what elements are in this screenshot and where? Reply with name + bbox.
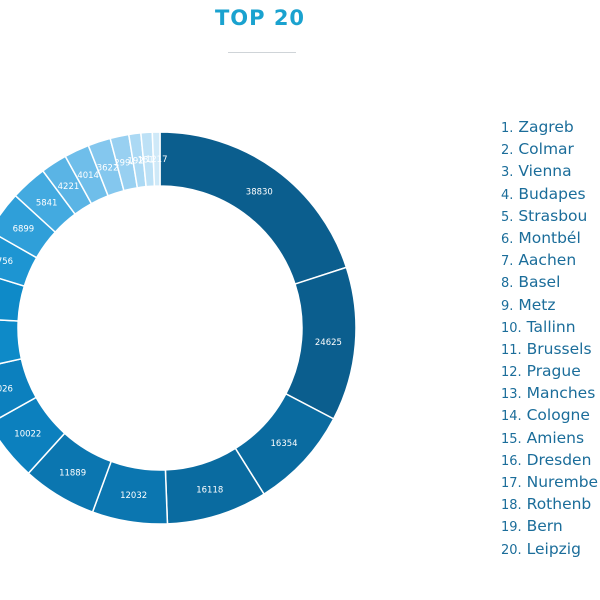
donut-slice: [0, 277, 26, 322]
legend-item-label: Rothenb: [521, 495, 592, 514]
donut-slice: [159, 131, 348, 286]
legend-item-label: Zagreb: [513, 118, 574, 136]
slice-value-label: 4014: [77, 171, 99, 181]
legend-item-label: Leipzig: [521, 539, 581, 558]
slice-value-label: 756: [0, 257, 13, 267]
legend-item: 3. Vienna: [501, 160, 600, 182]
legend-item: 20. Leipzig: [501, 538, 600, 560]
legend-item-label: Montbél: [513, 228, 581, 247]
legend-item-label: Strasbou: [513, 206, 588, 225]
slice-value-label: 24625: [315, 338, 342, 348]
legend-item-label: Bern: [521, 517, 563, 536]
legend-item-number: 18.: [501, 498, 522, 514]
legend: 1. Zagreb 2. Colmar 3. Vienna 4. Budapes 5. …: [501, 116, 600, 560]
legend-item-number: 9.: [501, 298, 514, 314]
legend-item: 4. Budapes: [501, 183, 600, 205]
slice-value-label: 10022: [14, 429, 41, 439]
legend-item: 14. Cologne: [501, 404, 600, 426]
legend-item: 7. Aachen: [501, 249, 600, 271]
legend-item-label: Tallinn: [521, 317, 576, 336]
legend-item: 5. Strasbou: [501, 205, 600, 227]
legend-item-number: 4.: [501, 187, 514, 203]
chart-title: TOP 20: [214, 6, 306, 30]
legend-item: 15. Amiens: [501, 427, 600, 449]
slice-value-label: 2994: [114, 159, 136, 169]
legend-item: 6. Montbél: [501, 227, 600, 249]
legend-item: 18. Rothenb: [501, 493, 600, 515]
legend-item-number: 20.: [501, 542, 522, 558]
slice-value-label: 3622: [97, 163, 119, 173]
legend-item: 8. Basel: [501, 271, 600, 293]
legend-item: 10. Tallinn: [501, 316, 600, 338]
legend-item-label: Dresden: [521, 450, 592, 469]
legend-item-number: 17.: [501, 476, 522, 491]
legend-item-label: Basel: [513, 273, 561, 292]
legend-item-number: 5.: [501, 209, 514, 225]
legend-item-number: 1.: [501, 121, 514, 136]
donut-slice: [151, 131, 161, 187]
donut-slice: [0, 319, 23, 365]
legend-item-number: 10.: [501, 320, 522, 336]
legend-item: 12. Prague: [501, 360, 600, 382]
legend-item: 9. Metz: [501, 294, 600, 316]
slice-value-label: 12032: [120, 491, 147, 501]
slice-value-label: 1812: [138, 155, 160, 165]
legend-item-label: Brussels: [521, 339, 592, 358]
legend-item-label: Manches: [521, 384, 596, 403]
slice-value-label: 9026: [0, 384, 13, 394]
legend-item: 16. Dresden: [501, 449, 600, 471]
legend-item-number: 15.: [501, 431, 522, 447]
slice-value-label: 1217: [146, 155, 168, 165]
legend-item: 11. Brussels: [501, 338, 600, 360]
legend-item-number: 14.: [501, 409, 522, 425]
legend-item-number: 2.: [501, 143, 514, 159]
slice-value-label: 6899: [13, 224, 35, 234]
legend-item: 19. Bern: [501, 515, 600, 537]
title-divider: [228, 52, 296, 53]
legend-item-number: 7.: [501, 254, 514, 270]
legend-item-label: Aachen: [513, 251, 577, 270]
legend-item: 1. Zagreb: [501, 116, 600, 138]
slice-value-label: 38830: [246, 187, 273, 197]
legend-item: 13. Manches: [501, 382, 600, 404]
legend-item: 2. Colmar: [501, 138, 600, 160]
legend-item-label: Amiens: [521, 428, 585, 447]
legend-item-number: 6.: [501, 231, 514, 247]
legend-item-number: 19.: [501, 520, 522, 536]
slice-value-label: 16354: [271, 439, 298, 449]
slice-value-label: 4221: [58, 182, 80, 192]
legend-item-label: Cologne: [521, 406, 590, 425]
legend-item-label: Vienna: [513, 162, 572, 181]
legend-item-number: 13.: [501, 387, 522, 403]
legend-item-label: Budapes: [513, 184, 586, 203]
legend-item-number: 16.: [501, 453, 522, 469]
legend-item-label: Metz: [513, 295, 556, 314]
legend-item-label: Prague: [521, 362, 581, 381]
legend-item: 17. Nurembe: [501, 471, 600, 493]
slice-value-label: 5841: [36, 199, 58, 209]
legend-item-label: Nurembe: [521, 473, 599, 491]
legend-item-number: 3.: [501, 165, 514, 181]
slice-value-label: 11889: [59, 469, 86, 479]
legend-item-number: 8.: [501, 276, 514, 292]
slice-value-label: 16118: [196, 486, 223, 496]
legend-item-number: 11.: [501, 342, 522, 358]
slice-value-label: 1920: [127, 156, 149, 166]
legend-item-number: 12.: [501, 365, 522, 381]
legend-item-label: Colmar: [513, 140, 574, 159]
